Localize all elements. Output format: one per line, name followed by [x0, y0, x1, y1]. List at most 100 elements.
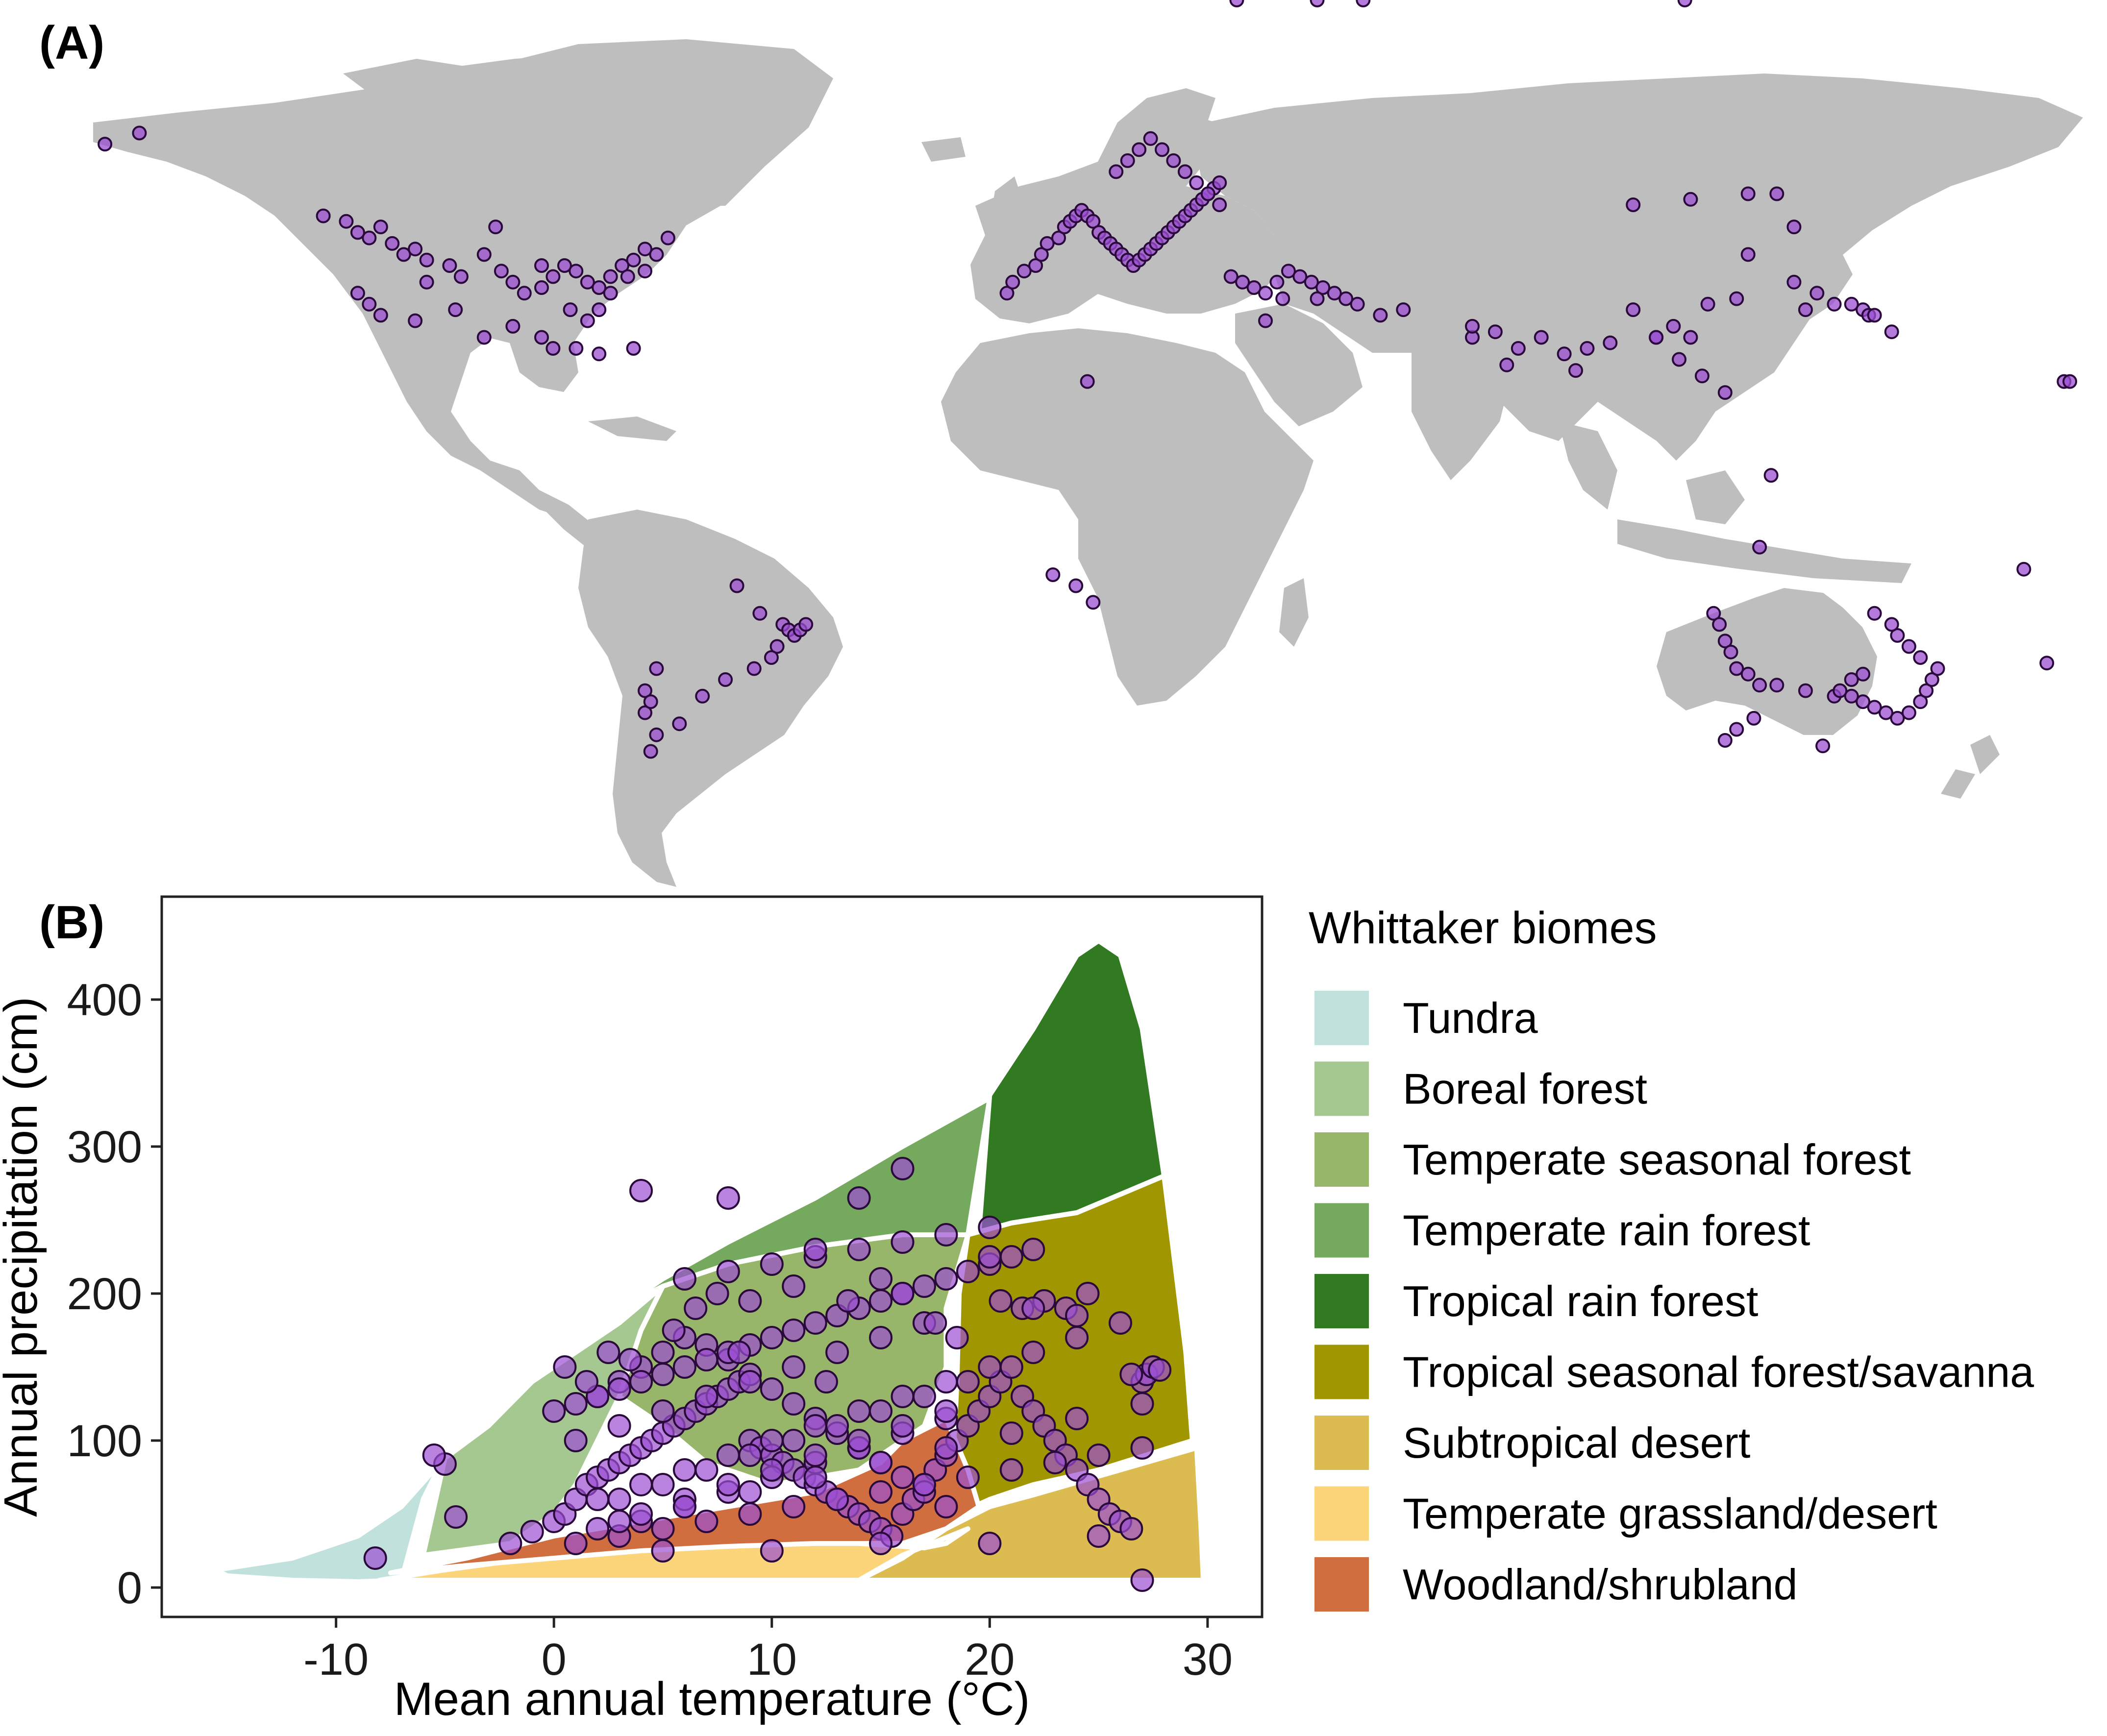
scatter-point: [760, 1377, 784, 1401]
map-point: [1275, 291, 1290, 306]
map-point: [1833, 683, 1848, 698]
legend-swatch-tundra: [1313, 989, 1371, 1047]
map-point: [1310, 291, 1325, 306]
scatter-point: [738, 1480, 762, 1504]
landmass-new-zealand: [1970, 735, 2000, 774]
scatter-point: [782, 1392, 806, 1416]
map-point: [1712, 617, 1727, 632]
scatter-point: [891, 1385, 915, 1408]
map-point: [385, 236, 400, 251]
map-point: [1717, 733, 1733, 748]
map-point: [672, 716, 687, 732]
map-point: [98, 137, 113, 152]
map-point: [660, 230, 675, 245]
scatter-point: [705, 1282, 729, 1305]
map-point: [1798, 683, 1813, 698]
map-point: [592, 346, 607, 362]
map-point: [746, 661, 762, 676]
scatter-point: [1065, 1304, 1089, 1327]
map-point: [1844, 296, 1859, 312]
map-point: [494, 264, 509, 279]
scatter-point: [586, 1517, 610, 1540]
map-point: [580, 313, 595, 328]
map-point: [1212, 175, 1227, 190]
map-point: [517, 286, 532, 301]
map-point: [1666, 318, 1681, 334]
map-point: [476, 247, 492, 262]
scatter-point: [672, 1458, 696, 1482]
scatter-point: [738, 1443, 762, 1467]
landmass-southeast-asia: [1559, 421, 1617, 510]
map-point: [1487, 324, 1503, 340]
scatter-point: [891, 1466, 915, 1489]
x-tick-label: 30: [1183, 1635, 1233, 1685]
y-axis-title: Annual precipitation (cm): [0, 997, 47, 1517]
map-point: [1045, 567, 1061, 582]
scatter-point: [716, 1473, 740, 1496]
map-point: [1769, 678, 1785, 693]
scatter-point: [662, 1319, 686, 1342]
map-point: [373, 220, 388, 235]
map-point: [362, 296, 377, 312]
landmass-borneo: [1686, 470, 1745, 524]
scatter-point: [672, 1495, 696, 1518]
map-point: [1200, 186, 1215, 201]
scatter-point: [629, 1502, 653, 1526]
map-point: [1212, 197, 1227, 212]
scatter-point: [912, 1473, 936, 1496]
map-point: [408, 313, 423, 328]
panel-a-label: (A): [39, 17, 104, 69]
scatter-point: [1043, 1451, 1067, 1474]
scatter-point: [847, 1186, 871, 1210]
scatter-point: [934, 1370, 958, 1394]
map-point: [638, 705, 652, 720]
map-point: [752, 606, 768, 621]
scatter-point: [934, 1223, 958, 1247]
map-point: [1706, 606, 1721, 621]
scatter-point: [607, 1414, 631, 1438]
scatter-point: [814, 1370, 838, 1394]
map-point: [1677, 0, 1692, 7]
scatter-point: [738, 1370, 762, 1394]
map-point: [1568, 363, 1583, 378]
landmass-caribbean: [588, 416, 676, 441]
scatter-point: [1130, 1568, 1154, 1592]
legend-label-boreal-forest: Boreal forest: [1403, 1065, 1647, 1113]
biome-tundra: [214, 1453, 447, 1584]
map-point: [580, 274, 595, 290]
scatter-point: [945, 1326, 969, 1349]
map-point: [1700, 296, 1715, 312]
scatter-point: [498, 1532, 522, 1555]
scatter-point: [978, 1532, 1002, 1555]
map-point: [350, 286, 365, 301]
scatter-point: [651, 1539, 675, 1563]
scatter-point: [869, 1289, 892, 1313]
scatter-point: [956, 1466, 980, 1489]
scatter-point: [956, 1260, 980, 1283]
map-point: [1080, 374, 1095, 389]
scatter-point: [1119, 1363, 1143, 1386]
legend-swatch-temperate-grassland-desert: [1313, 1484, 1371, 1543]
landmass-arctic-islands: [343, 59, 480, 108]
map-point: [1723, 644, 1738, 660]
legend-swatch-tropical-seasonal-forest-savanna: [1313, 1343, 1371, 1401]
map-point: [1786, 220, 1802, 235]
map-point: [396, 247, 411, 262]
legend-swatch-temperate-rain-forest: [1313, 1201, 1371, 1260]
landmass-north-america: [93, 54, 745, 519]
legend-label-temperate-grassland-desert: Temperate grassland/desert: [1403, 1490, 1937, 1538]
map-point: [1068, 578, 1084, 593]
map-point: [1924, 672, 1939, 687]
map-point: [1913, 650, 1928, 665]
map-point: [1717, 634, 1733, 649]
landmass-new-zealand-south: [1941, 769, 1975, 799]
map-point: [2016, 562, 2032, 577]
map-point: [569, 264, 584, 279]
map-point: [419, 252, 434, 268]
scatter-point: [694, 1348, 719, 1371]
map-point: [1930, 661, 1945, 676]
map-point: [448, 302, 463, 318]
scatter-point: [760, 1326, 784, 1349]
map-point: [1235, 274, 1250, 290]
